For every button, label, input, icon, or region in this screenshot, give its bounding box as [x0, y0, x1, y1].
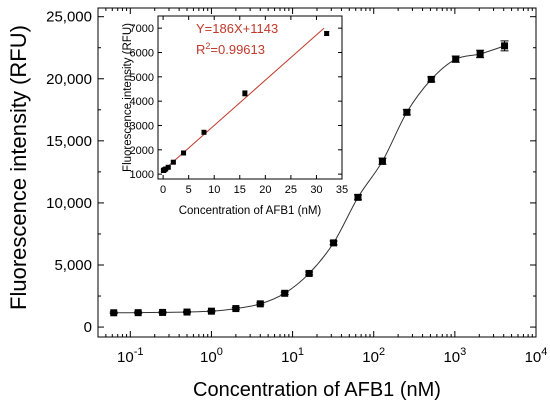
- inset-x-tick-label: 5: [186, 184, 192, 196]
- inset-y-tick-label: 6000: [130, 47, 154, 59]
- main-data-point: [353, 193, 362, 201]
- inset-marker: [242, 90, 248, 96]
- main-marker: [305, 269, 313, 277]
- main-x-tick-label: 10-1: [117, 346, 143, 366]
- main-marker: [159, 308, 167, 316]
- inset-y-tick-label: 7000: [130, 23, 154, 35]
- fit-r2-superscript: 2: [205, 41, 210, 51]
- inset-x-axis-title: Concentration of AFB1 (nM): [179, 205, 322, 217]
- inset-x-tick-label: 35: [336, 184, 348, 196]
- main-marker: [452, 55, 460, 63]
- inset-y-axis: 1000 2000 3000 4000 5000 6000 7000: [130, 23, 342, 181]
- fit-r-squared: R2=0.99613: [196, 41, 265, 57]
- main-marker: [403, 108, 411, 116]
- main-data-point: [476, 49, 485, 59]
- main-data-point: [158, 308, 167, 316]
- inset-series-points: [160, 31, 330, 173]
- main-y-axis: 0 5,000 10,000 15,000 20,000 25,000: [46, 9, 536, 336]
- main-y-tick-label: 15,000: [46, 133, 92, 150]
- inset-marker: [324, 31, 330, 37]
- main-y-tick-label: 0: [84, 319, 92, 336]
- inset-y-tick-label: 3000: [130, 120, 154, 132]
- main-marker: [354, 193, 362, 201]
- inset-marker: [163, 166, 169, 172]
- main-data-point: [402, 108, 411, 116]
- main-y-axis-title: Fluorescence intensity (RFU): [6, 25, 31, 310]
- inset-plot: 1000 2000 3000 4000 5000 6000 7000 0 5 10 15 20 25 3…: [122, 15, 348, 217]
- main-y-tick-label: 20,000: [46, 71, 92, 88]
- fit-equation: Y=186X+1143: [196, 21, 278, 36]
- inset-data-point: [242, 90, 248, 97]
- inset-y-axis-title: Fluorescence intensity (RFU): [122, 23, 134, 172]
- main-marker: [256, 300, 264, 308]
- inset-marker: [170, 159, 176, 165]
- main-data-point: [231, 305, 240, 313]
- main-data-point: [256, 300, 265, 308]
- main-marker: [330, 239, 338, 247]
- inset-data-point: [170, 159, 176, 165]
- inset-x-tick-label: 0: [160, 184, 166, 196]
- inset-x-tick-label: 10: [208, 184, 220, 196]
- main-data-point: [378, 157, 387, 165]
- inset-data-point: [201, 129, 207, 135]
- main-y-tick-label: 5,000: [54, 257, 92, 274]
- inset-marker: [165, 164, 171, 170]
- fit-r2-prefix: R: [196, 42, 205, 57]
- inset-background: [158, 16, 342, 179]
- main-data-point: [109, 309, 118, 317]
- main-data-point: [207, 307, 216, 315]
- fit-r2-value: =0.99613: [210, 42, 265, 57]
- inset-x-tick-label: 25: [285, 184, 297, 196]
- main-x-axis: 10-1 100 101 102 103 104: [97, 8, 548, 366]
- main-marker: [378, 157, 386, 165]
- inset-data-point: [165, 164, 171, 170]
- inset-y-tick-label: 1000: [130, 169, 154, 181]
- main-x-tick-label: 101: [281, 346, 304, 366]
- main-x-tick-label: 100: [200, 346, 223, 366]
- inset-x-tick-label: 30: [310, 184, 322, 196]
- inset-x-tick-label: 20: [259, 184, 271, 196]
- main-x-tick-label: 102: [362, 346, 385, 366]
- main-marker: [134, 309, 142, 317]
- inset-data-point: [324, 31, 330, 37]
- main-marker: [207, 307, 215, 315]
- main-data-point: [427, 75, 436, 83]
- inset-y-tick-label: 5000: [130, 72, 154, 84]
- main-marker: [232, 305, 240, 313]
- inset-marker: [181, 150, 187, 156]
- main-x-tick-label: 104: [525, 346, 548, 366]
- main-marker: [183, 308, 191, 316]
- main-data-point: [134, 309, 143, 317]
- main-x-axis-title: Concentration of AFB1 (nM): [193, 379, 441, 401]
- main-y-tick-label: 25,000: [46, 9, 92, 26]
- inset-data-point: [181, 150, 187, 156]
- inset-fit-line: [162, 27, 325, 172]
- main-data-point: [305, 269, 314, 277]
- main-series-points: [109, 40, 509, 317]
- inset-plot-frame: [157, 15, 343, 180]
- main-data-point: [280, 289, 289, 297]
- main-marker: [501, 42, 509, 50]
- main-marker: [476, 50, 484, 58]
- inset-marker: [201, 129, 207, 135]
- inset-x-tick-label: 15: [234, 184, 246, 196]
- main-marker: [110, 309, 118, 317]
- main-y-tick-label: 10,000: [46, 195, 92, 212]
- inset-x-axis: 0 5 10 15 20 25 30 35: [160, 16, 348, 196]
- main-marker: [427, 75, 435, 83]
- inset-y-tick-label: 2000: [130, 145, 154, 157]
- main-data-point: [329, 239, 338, 247]
- main-x-tick-label: 103: [443, 346, 466, 366]
- main-marker: [281, 289, 289, 297]
- main-data-point: [500, 40, 509, 52]
- main-data-point: [451, 55, 460, 63]
- inset-y-tick-label: 4000: [130, 96, 154, 108]
- main-data-point: [183, 308, 192, 316]
